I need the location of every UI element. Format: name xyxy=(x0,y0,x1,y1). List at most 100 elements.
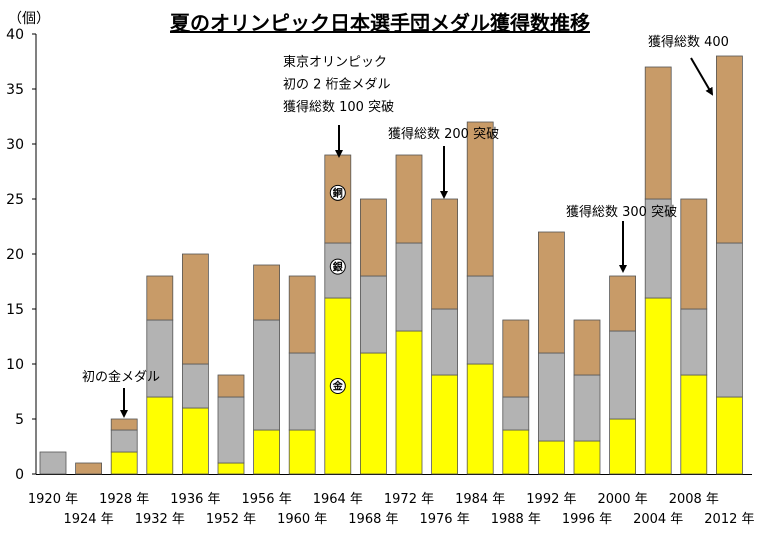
bar-segment xyxy=(538,440,565,475)
bar-segment xyxy=(573,440,601,475)
bar-segment xyxy=(431,308,459,376)
bar-segment xyxy=(716,242,743,398)
bar-segment xyxy=(217,374,245,398)
y-tick-label: 10 xyxy=(6,357,24,373)
medal-badge-circle xyxy=(329,184,346,201)
y-tick-label: 20 xyxy=(6,247,24,263)
bar-segment xyxy=(110,429,138,453)
bar-segment xyxy=(217,462,245,475)
x-tick-label: 1968 年 xyxy=(348,512,398,527)
y-axis-unit-label: （個） xyxy=(8,11,50,27)
bar-segment xyxy=(395,330,423,475)
bar-segment xyxy=(502,429,530,475)
chart-title: 夏のオリンピック日本選手団メダル獲得数推移 xyxy=(170,11,590,35)
x-tick-label: 1992 年 xyxy=(526,492,576,507)
medal-badge: 銀 xyxy=(329,258,346,275)
medal-badge-label: 銅 xyxy=(333,186,343,199)
medal-badge: 銅 xyxy=(329,184,346,201)
bar-segment xyxy=(146,396,174,475)
bar-segment xyxy=(181,253,209,365)
bar-segment xyxy=(110,451,138,475)
bar-segment xyxy=(146,319,174,398)
annotation-text: 獲得総数 400 xyxy=(648,34,729,50)
bar-segment xyxy=(573,374,601,442)
x-tick-label: 1936 年 xyxy=(170,492,220,507)
bar-segment xyxy=(359,352,387,475)
bar-segment xyxy=(288,275,316,354)
x-tick-label: 1952 年 xyxy=(206,512,256,527)
x-tick-label: 2008 年 xyxy=(669,492,719,507)
bar-segment xyxy=(359,198,387,277)
bar-segment xyxy=(253,319,281,431)
annotation-arrow xyxy=(690,57,714,96)
medal-badge: 金 xyxy=(329,378,346,394)
bar-segment xyxy=(39,451,67,475)
x-tick-label: 1920 年 xyxy=(28,492,78,507)
bar-segment xyxy=(395,242,423,332)
x-tick-label: 2000 年 xyxy=(597,492,647,507)
x-tick-label: 1984 年 xyxy=(455,492,505,507)
annotation-text: 東京オリンピック xyxy=(283,54,387,70)
x-tick-label: 1988 年 xyxy=(491,512,541,527)
x-tick-label: 1956 年 xyxy=(241,492,291,507)
bar-segment xyxy=(644,198,672,299)
annotation-text: 初の 2 桁金メダル xyxy=(283,77,391,93)
bar-segment xyxy=(181,363,209,409)
y-tick-label: 0 xyxy=(15,467,24,483)
y-tick-label: 40 xyxy=(6,27,24,43)
y-tick-label: 35 xyxy=(6,82,24,98)
y-tick-label: 5 xyxy=(15,412,24,428)
bar-segment xyxy=(110,418,138,431)
y-tick-label: 30 xyxy=(6,137,24,153)
bar-segment xyxy=(680,374,708,475)
x-tick-label: 1972 年 xyxy=(384,492,434,507)
y-tick-label: 25 xyxy=(6,192,24,208)
y-tick-label: 15 xyxy=(6,302,24,318)
x-tick-label: 2012 年 xyxy=(704,512,754,527)
medal-badge-label: 金 xyxy=(332,380,344,393)
bar-segment xyxy=(217,396,245,464)
x-tick-label: 2004 年 xyxy=(633,512,683,527)
bar-segment xyxy=(431,198,459,310)
bar-segment xyxy=(359,275,387,354)
x-tick-label: 1996 年 xyxy=(562,512,612,527)
bar-segment xyxy=(609,418,636,475)
bar-segment xyxy=(431,374,459,475)
x-tick-label: 1932 年 xyxy=(135,512,185,527)
bar-segment xyxy=(680,308,708,376)
annotation-text: 初の金メダル xyxy=(82,369,160,385)
bar-segment xyxy=(716,55,743,244)
bar-segment xyxy=(466,275,494,365)
annotation-text: 獲得総数 300 突破 xyxy=(566,204,677,220)
bar-segment xyxy=(466,121,494,277)
bar-segment xyxy=(502,396,530,431)
bar-segment xyxy=(502,319,530,398)
bar-segment xyxy=(253,429,281,475)
bar-segment xyxy=(609,275,636,332)
x-tick-label: 1960 年 xyxy=(277,512,327,527)
medal-badge-label: 銀 xyxy=(333,260,343,273)
bar-segment xyxy=(644,297,672,475)
bar-segment xyxy=(75,462,102,475)
x-tick-label: 1964 年 xyxy=(313,492,363,507)
bar-segment xyxy=(146,275,174,321)
bar-segment xyxy=(181,407,209,475)
bar-segment xyxy=(253,264,281,321)
x-tick-label: 1928 年 xyxy=(99,492,149,507)
bar-segment xyxy=(573,319,601,376)
x-tick-label: 1924 年 xyxy=(63,512,113,527)
annotation-text: 獲得総数 100 突破 xyxy=(283,99,394,115)
bar-segment xyxy=(288,352,316,431)
bar-segment xyxy=(644,66,672,200)
bar-segment xyxy=(680,198,708,310)
bar-segment xyxy=(288,429,316,475)
bar-segment xyxy=(716,396,743,475)
annotation-text: 獲得総数 200 突破 xyxy=(388,126,499,142)
bar-segment xyxy=(609,330,636,420)
medal-badge-circle xyxy=(329,258,346,275)
bar-segment xyxy=(538,352,565,442)
x-tick-label: 1976 年 xyxy=(419,512,469,527)
medal-badge-circle xyxy=(329,378,346,394)
